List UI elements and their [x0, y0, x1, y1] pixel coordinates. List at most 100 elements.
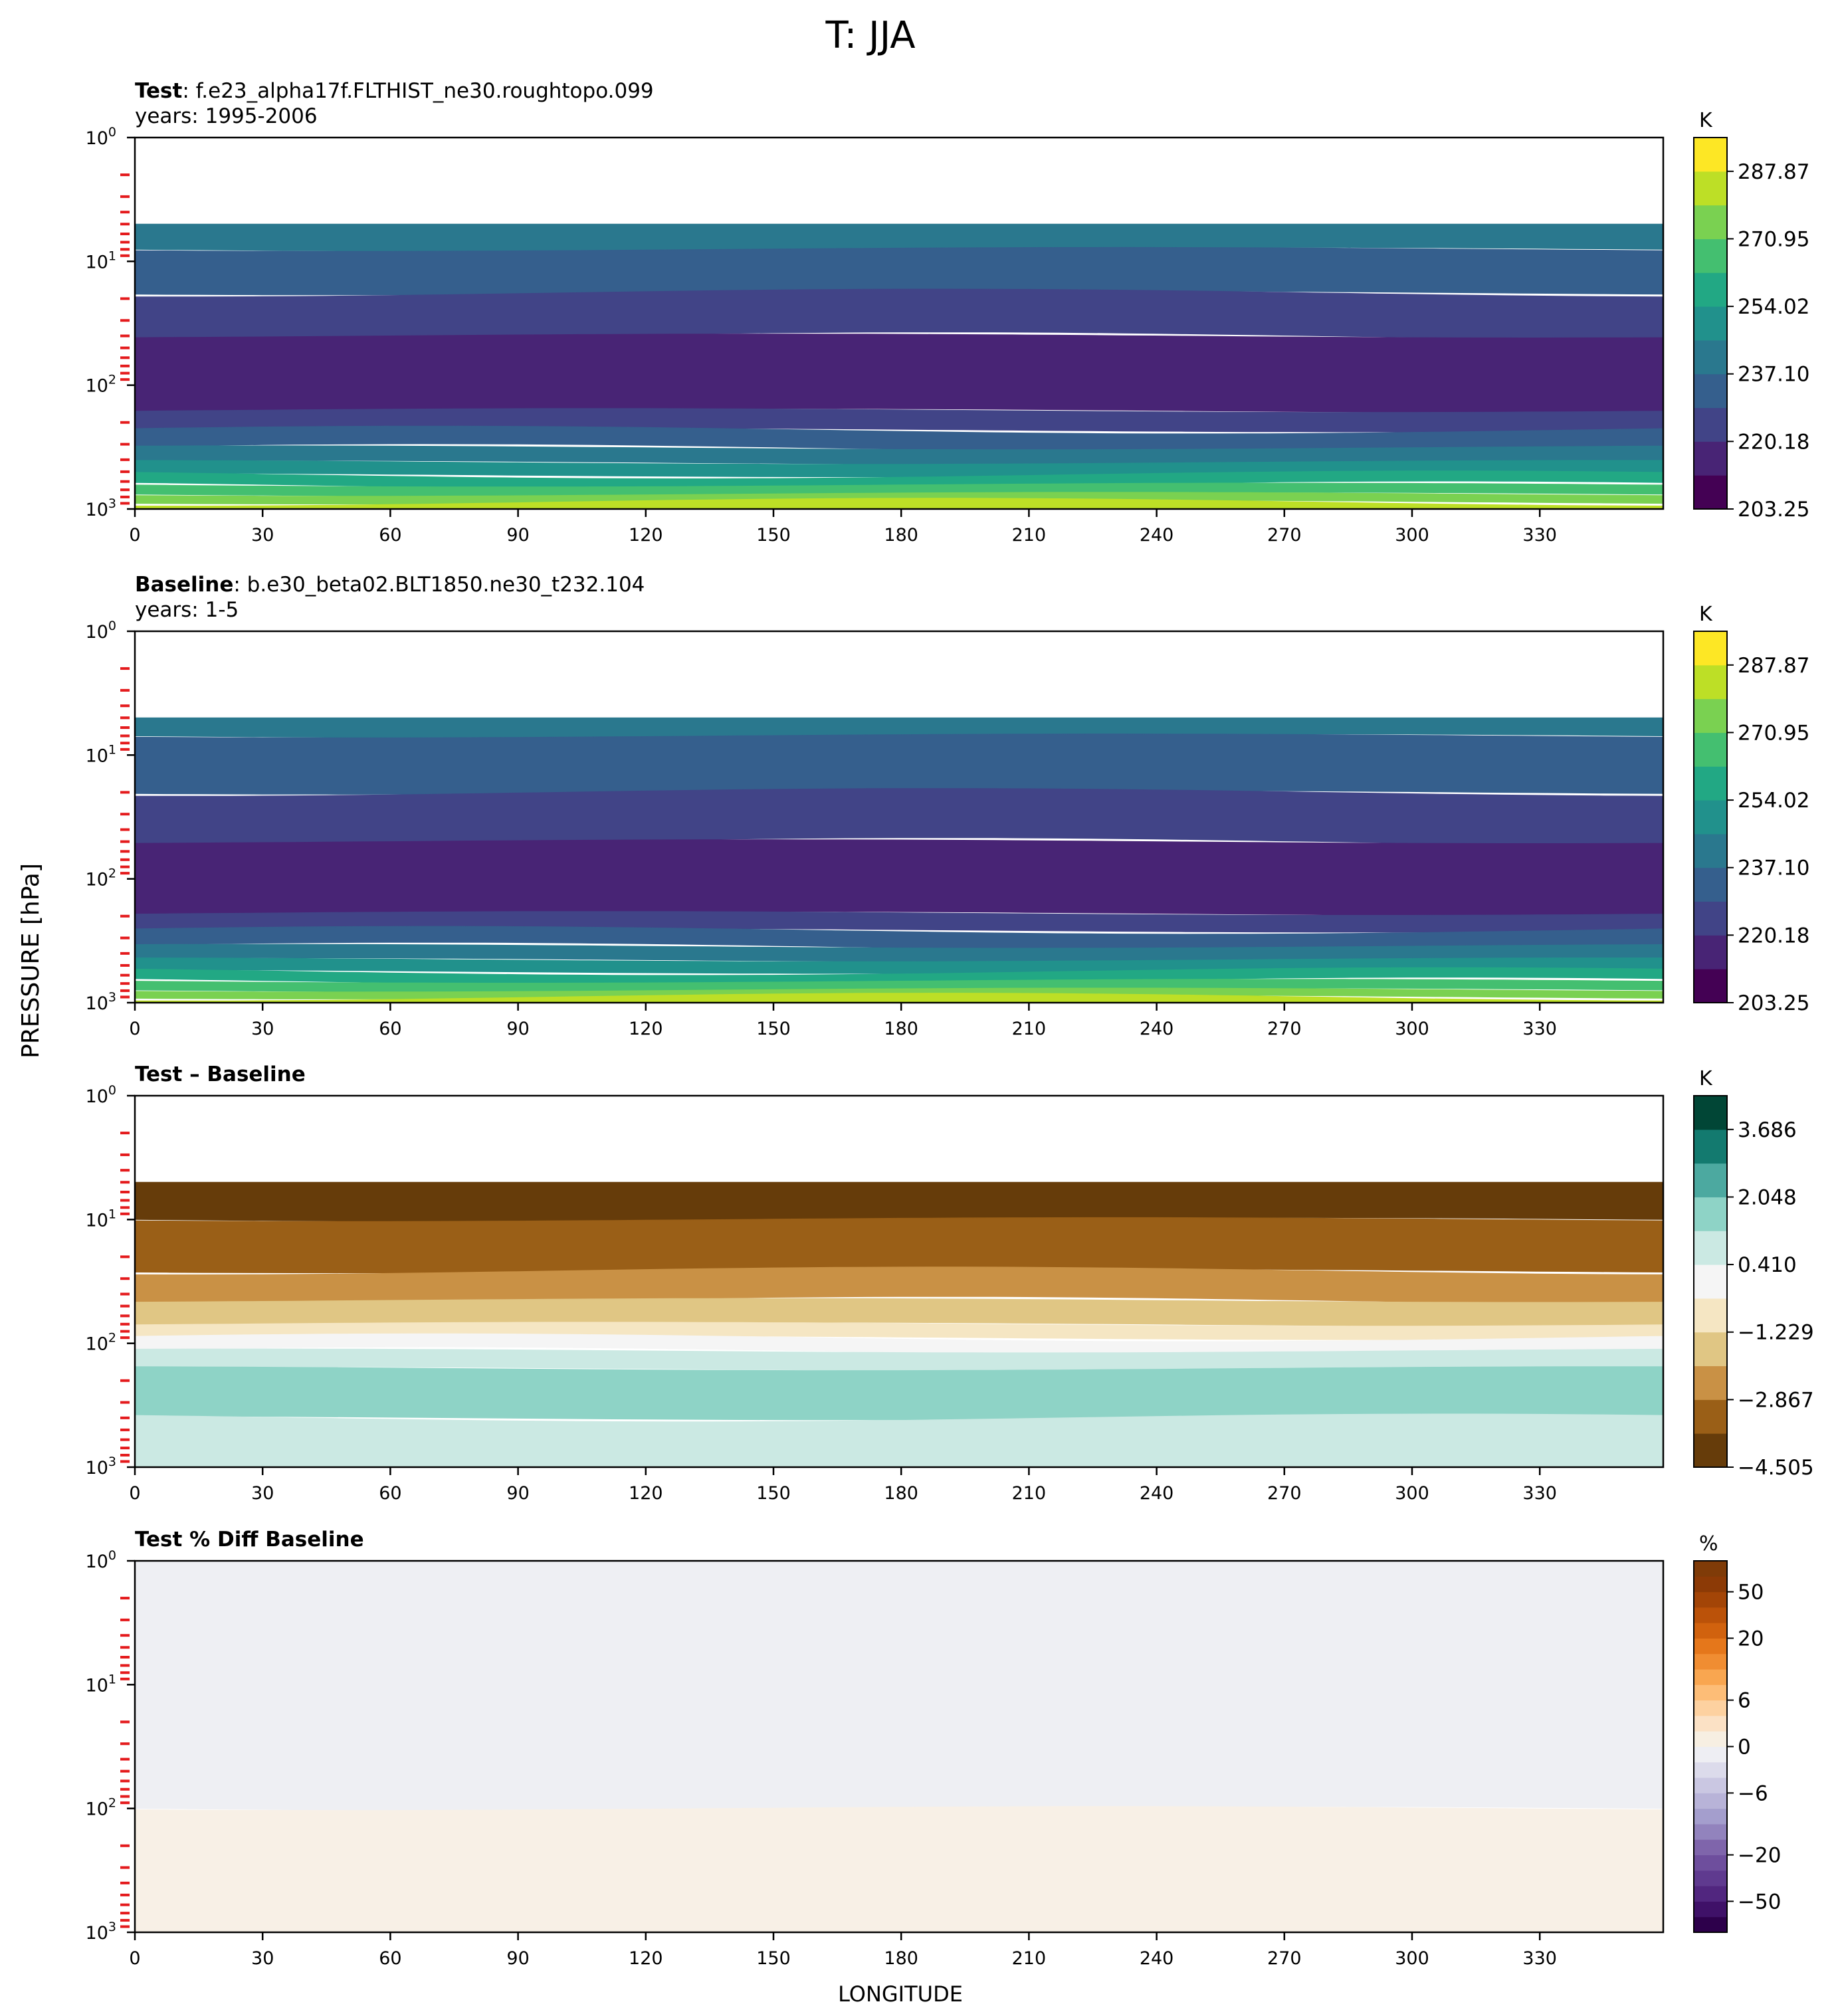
colorbar-segment — [1694, 1823, 1727, 1840]
colorbar-frame — [1693, 1095, 1728, 1468]
contour-band — [134, 1181, 1664, 1222]
y-tick-base: 10 — [86, 1086, 108, 1107]
contour-band — [134, 1366, 1664, 1421]
colorbar-unit: K — [1699, 603, 1713, 626]
colorbar-unit: K — [1699, 1067, 1713, 1090]
colorbar-segment — [1694, 1886, 1727, 1902]
colorbar-label: 6 — [1738, 1689, 1751, 1713]
y-tick-label: 101 — [86, 742, 116, 766]
y-tick-base: 10 — [86, 1552, 108, 1572]
x-tick-label: 150 — [756, 1948, 791, 1969]
y-tick-base: 10 — [86, 1334, 108, 1355]
y-tick-label: 102 — [86, 373, 116, 397]
y-tick-exponent: 2 — [108, 1331, 116, 1346]
figure-title: T: JJA — [825, 14, 915, 57]
contour-band — [134, 223, 1664, 252]
colorbar-label: 254.02 — [1738, 295, 1809, 319]
y-tick-exponent: 2 — [108, 373, 116, 387]
y-tick-exponent: 1 — [108, 1672, 116, 1686]
x-tick-label: 90 — [506, 525, 529, 546]
panel-title: Test: f.e23_alpha17f.FLTHIST_ne30.rought… — [135, 79, 654, 103]
axes-frame — [134, 1094, 1665, 1468]
x-tick-label: 300 — [1395, 1483, 1429, 1504]
colorbar-label: 220.18 — [1738, 924, 1809, 948]
y-tick-base: 10 — [86, 376, 108, 397]
panel-title: Test – Baseline — [135, 1062, 306, 1086]
x-tick-label: 210 — [1012, 1019, 1047, 1039]
colorbar-segment — [1694, 1916, 1727, 1933]
x-tick-label: 330 — [1522, 1948, 1557, 1969]
x-tick-label: 60 — [379, 1483, 401, 1504]
y-tick-exponent: 3 — [108, 496, 116, 511]
x-tick-label: 270 — [1267, 1948, 1302, 1969]
y-tick-exponent: 1 — [108, 1207, 116, 1221]
y-tick-exponent: 2 — [108, 866, 116, 881]
colorbar-segment — [1694, 1669, 1727, 1685]
colorbar-segment — [1694, 239, 1727, 273]
colorbar-segment — [1694, 1332, 1727, 1367]
colorbar-segment — [1694, 1607, 1727, 1623]
x-tick-label: 90 — [506, 1019, 529, 1039]
y-tick-exponent: 1 — [108, 742, 116, 757]
colorbar-label: 287.87 — [1738, 160, 1809, 184]
colorbar-segment — [1694, 1793, 1727, 1809]
y-tick-base: 10 — [86, 622, 108, 643]
colorbar-segment — [1694, 1163, 1727, 1197]
y-tick-label: 101 — [86, 1672, 116, 1696]
axes-frame — [134, 630, 1665, 1004]
y-tick-base: 10 — [86, 993, 108, 1014]
x-tick-label: 210 — [1012, 1948, 1047, 1969]
colorbar-label: −50 — [1738, 1890, 1781, 1914]
colorbar-segment — [1694, 407, 1727, 442]
colorbar-label: −20 — [1738, 1844, 1781, 1868]
x-tick-label: 330 — [1522, 1483, 1557, 1504]
x-tick-label: 30 — [251, 1483, 274, 1504]
figure-xlabel: LONGITUDE — [838, 1981, 963, 2007]
x-tick-label: 180 — [884, 525, 918, 546]
x-tick-label: 150 — [756, 1019, 791, 1039]
panel-title-bold: Baseline — [135, 573, 233, 597]
x-tick-label: 330 — [1522, 525, 1557, 546]
x-tick-label: 120 — [629, 525, 663, 546]
y-tick-exponent: 0 — [108, 1083, 116, 1098]
colorbar-unit: % — [1699, 1532, 1718, 1556]
colorbar-segment — [1694, 1901, 1727, 1918]
y-tick-label: 100 — [86, 619, 116, 643]
contour-band — [134, 1217, 1664, 1274]
panel-title: Baseline: b.e30_beta02.BLT1850.ne30_t232… — [135, 573, 645, 597]
colorbar-segment — [1694, 1855, 1727, 1871]
y-tick-exponent: 0 — [108, 125, 116, 140]
colorbar-frame — [1693, 137, 1728, 510]
y-tick-exponent: 2 — [108, 1796, 116, 1811]
x-tick-label: 240 — [1140, 1019, 1174, 1039]
x-tick-label: 120 — [629, 1483, 663, 1504]
panel-baseline: Baseline: b.e30_beta02.BLT1850.ne30_t232… — [86, 573, 1810, 1039]
x-tick-label: 270 — [1267, 1483, 1302, 1504]
panel-title-rest: : b.e30_beta02.BLT1850.ne30_t232.104 — [233, 573, 645, 597]
x-tick-label: 60 — [379, 525, 401, 546]
x-tick-label: 0 — [129, 1483, 140, 1504]
colorbar-segment — [1694, 1298, 1727, 1333]
y-tick-exponent: 3 — [108, 1920, 116, 1934]
colorbar-segment — [1694, 800, 1727, 835]
x-tick-label: 180 — [884, 1483, 918, 1504]
colorbar-segment — [1694, 1653, 1727, 1670]
colorbar-segment — [1694, 171, 1727, 206]
y-tick-base: 10 — [86, 870, 108, 890]
x-tick-label: 0 — [129, 1948, 140, 1969]
y-tick-label: 103 — [86, 1920, 116, 1944]
y-tick-exponent: 0 — [108, 619, 116, 633]
colorbar-label: 254.02 — [1738, 789, 1809, 813]
x-tick-label: 60 — [379, 1019, 401, 1039]
contour-band — [134, 1560, 1664, 1811]
colorbar-segment — [1694, 1638, 1727, 1655]
contour-band — [134, 288, 1664, 340]
y-tick-label: 102 — [86, 1796, 116, 1820]
colorbar-label: 2.048 — [1738, 1185, 1797, 1209]
colorbar-segment — [1694, 1264, 1727, 1299]
y-tick-base: 10 — [86, 1799, 108, 1820]
colorbar-segment — [1694, 1870, 1727, 1886]
